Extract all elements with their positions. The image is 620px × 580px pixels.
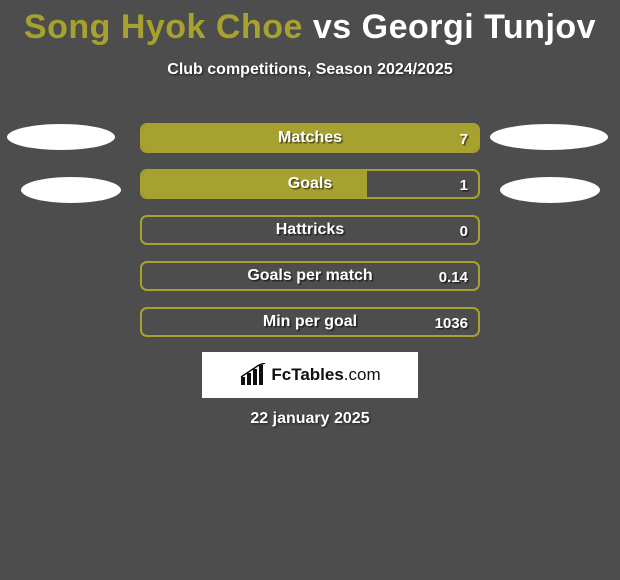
player2-name: Georgi Tunjov [362, 8, 596, 46]
vs-text: vs [313, 8, 352, 46]
logo-brand: FcTables [271, 365, 343, 384]
stat-row-goals-per-match: 0.14 Goals per match [0, 261, 620, 291]
bar-value: 1 [450, 171, 478, 199]
logo-suffix: .com [344, 365, 381, 384]
bar-track: 0 [140, 215, 480, 245]
bar-track: 1036 [140, 307, 480, 337]
bar-value: 1036 [425, 309, 478, 337]
bar-chart-icon [239, 363, 267, 387]
bar-track: 1 [140, 169, 480, 199]
page-title: Song Hyok Choe vs Georgi Tunjov [0, 0, 620, 47]
bar-fill [142, 171, 367, 197]
comparison-card: Song Hyok Choe vs Georgi Tunjov Club com… [0, 0, 620, 580]
bar-value: 0.14 [429, 263, 478, 291]
fctables-logo: FcTables.com [202, 352, 418, 398]
bar-value: 0 [450, 217, 478, 245]
subtitle: Club competitions, Season 2024/2025 [0, 61, 620, 79]
stat-row-min-per-goal: 1036 Min per goal [0, 307, 620, 337]
stat-row-matches: 7 Matches [0, 123, 620, 153]
bar-track: 7 [140, 123, 480, 153]
stat-row-goals: 1 Goals [0, 169, 620, 199]
stat-row-hattricks: 0 Hattricks [0, 215, 620, 245]
logo-text: FcTables.com [271, 365, 380, 385]
bar-fill [142, 125, 478, 151]
bar-track: 0.14 [140, 261, 480, 291]
snapshot-date: 22 january 2025 [0, 410, 620, 428]
player1-name: Song Hyok Choe [24, 8, 303, 46]
stats-chart: 7 Matches 1 Goals 0 Hattricks 0.14 Goals… [0, 123, 620, 337]
